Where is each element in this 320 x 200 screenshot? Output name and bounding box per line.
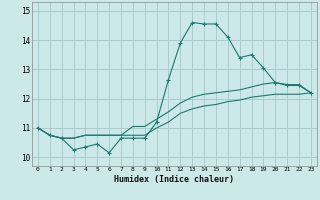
X-axis label: Humidex (Indice chaleur): Humidex (Indice chaleur)	[115, 175, 234, 184]
